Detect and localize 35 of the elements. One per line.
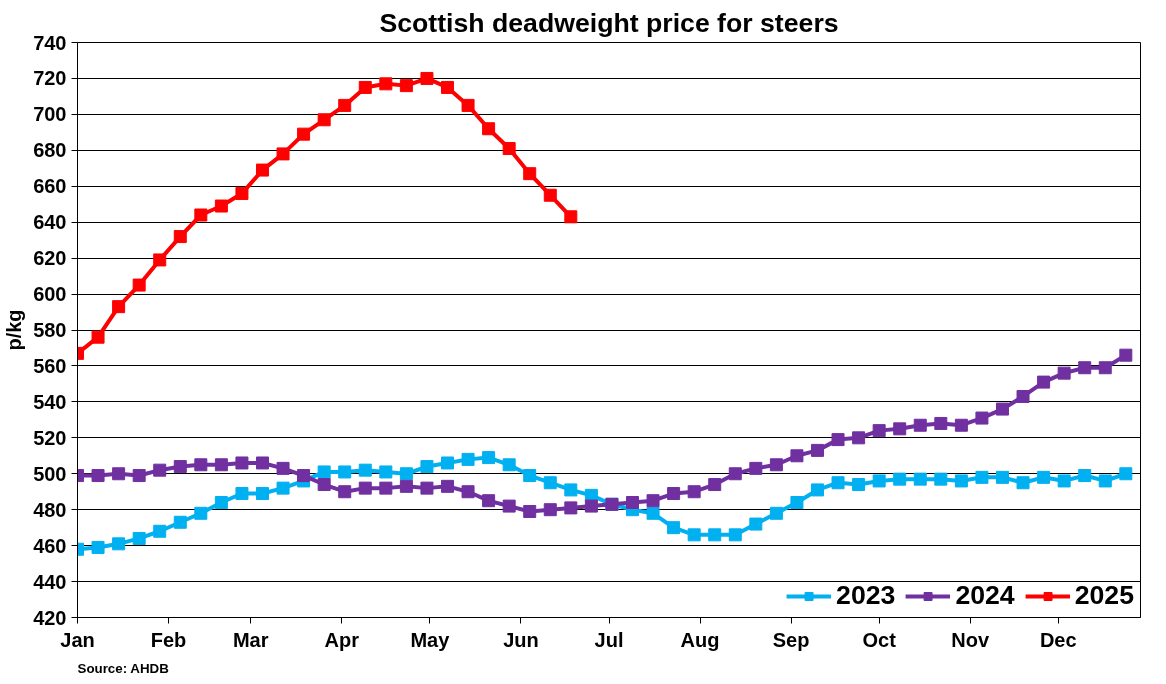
x-tick-label: Mar	[232, 628, 269, 651]
y-tick-label: 660	[33, 175, 67, 198]
y-tick-label: 420	[33, 606, 67, 629]
y-tick-label: 700	[33, 103, 67, 126]
y-tick-label: 440	[33, 570, 67, 593]
x-tick-label: Sep	[772, 628, 810, 651]
y-tick-label: 460	[33, 534, 67, 557]
x-tick-label: Aug	[680, 628, 720, 651]
y-tick-label: 640	[33, 211, 67, 234]
legend-label: 2023	[836, 580, 896, 611]
y-tick-label: 680	[33, 139, 67, 162]
y-tick-label: 480	[33, 498, 67, 521]
x-tick-label: Jul	[594, 628, 624, 651]
legend-label: 2024	[955, 580, 1015, 611]
x-tick-label: Dec	[1039, 628, 1077, 651]
chart-title: Scottish deadweight price for steers	[379, 7, 839, 38]
x-tick-label: Nov	[951, 628, 990, 651]
x-tick-label: Jun	[503, 628, 539, 651]
y-tick-label: 540	[33, 390, 67, 413]
y-tick-label: 720	[33, 67, 67, 90]
x-tick-label: Apr	[324, 628, 360, 651]
legend-label: 2025	[1074, 580, 1134, 611]
y-tick-label: 560	[33, 354, 67, 377]
source-note: Source: AHDB	[77, 660, 170, 676]
y-tick-label: 620	[33, 247, 67, 270]
x-tick-label: Feb	[150, 628, 187, 651]
y-axis-title: p/kg	[3, 309, 26, 351]
y-tick-label: 740	[33, 31, 67, 54]
x-tick-label: Oct	[862, 628, 897, 651]
x-tick-label: May	[410, 628, 451, 651]
y-tick-label: 600	[33, 283, 67, 306]
x-tick-label: Jan	[60, 628, 95, 651]
y-tick-label: 500	[33, 462, 67, 485]
y-tick-label: 520	[33, 426, 67, 449]
y-tick-label: 580	[33, 319, 67, 341]
